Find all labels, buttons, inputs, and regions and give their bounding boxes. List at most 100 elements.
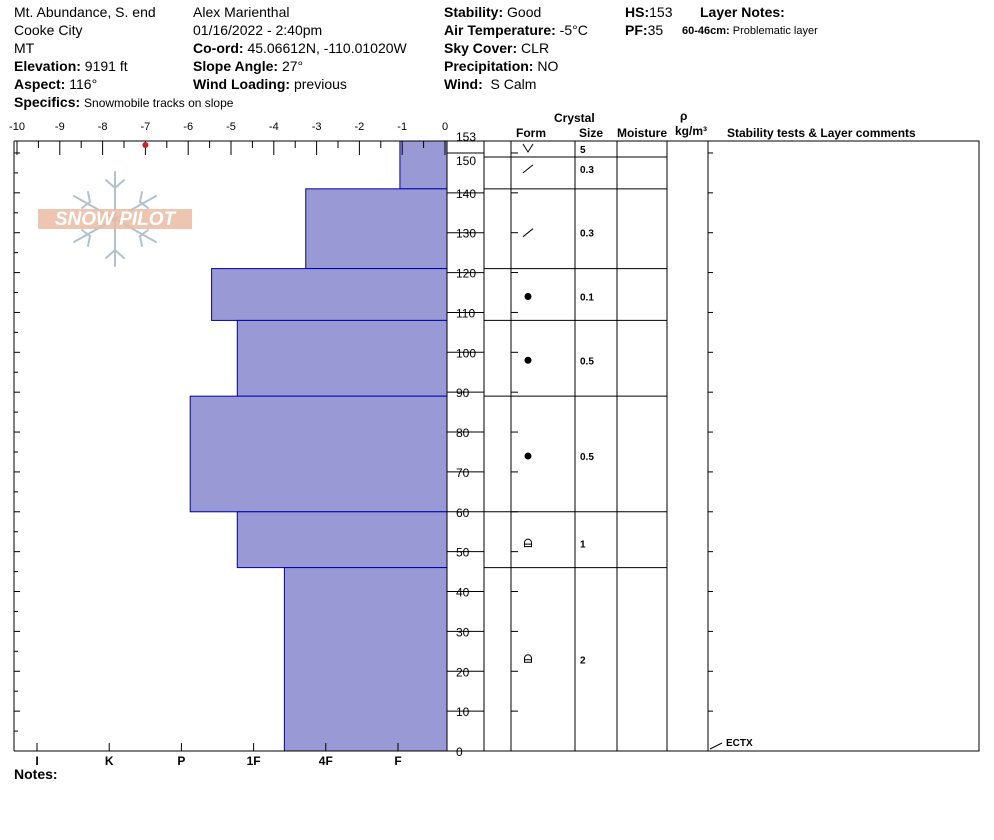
height-tick-label: 100 (456, 346, 476, 360)
aspect: Aspect: 116° (14, 76, 97, 92)
height-tick-label: 140 (456, 187, 476, 201)
hardness-tick-label: F (394, 754, 401, 768)
crystal-size: 0.3 (580, 229, 594, 240)
hardness-tick-label: 1F (247, 754, 261, 768)
depth-hoar-icon (524, 538, 532, 548)
precip-label: Precipitation: (444, 58, 534, 74)
hardness-bar (236, 319, 448, 397)
sky-value: CLR (521, 40, 550, 56)
height-tick-label: 110 (456, 306, 475, 320)
stability-label: Stability: (444, 4, 504, 20)
height-tick-label: 0 (456, 745, 463, 759)
hs: HS:153 (625, 4, 672, 20)
size-header: Size (579, 126, 604, 140)
elevation: Elevation: 9191 ft (14, 58, 128, 74)
height-tick-label: 40 (456, 586, 470, 600)
temperature-tick-label: -2 (355, 121, 365, 133)
hs-value: 153 (649, 4, 673, 20)
wind-loading-value: previous (293, 76, 347, 92)
decomposing-icon (522, 164, 534, 174)
temperature-tick-label: -7 (141, 121, 151, 133)
depth-hoar-icon (524, 654, 532, 663)
air-temp-label: Air Temperature: (444, 22, 556, 38)
hardness-bar (189, 395, 448, 513)
stability-value: Good (507, 4, 542, 20)
location: Mt. Abundance, S. end (14, 4, 156, 20)
coord-value: 45.06612N, -110.01020W (247, 40, 407, 56)
temperature-tick-label: -8 (98, 121, 108, 133)
height-tick-label: 153 (456, 130, 476, 144)
crystal-header: Crystal (554, 111, 595, 125)
logo-text: SNOW PILOT (55, 209, 177, 230)
height-tick-label: 120 (456, 267, 476, 281)
precipitation: Precipitation: NO (444, 58, 558, 74)
table-frame (483, 140, 980, 752)
precip-value: NO (537, 58, 559, 74)
slope-angle: Slope Angle: 27° (193, 58, 303, 74)
crystal-size: 5 (580, 145, 586, 156)
height-tick-label: 30 (456, 625, 470, 639)
sky-cover: Sky Cover: CLR (444, 40, 549, 56)
hardness-bar (211, 268, 448, 321)
stability-test-pointer (709, 742, 723, 750)
height-tick-label: 70 (456, 466, 470, 480)
layer-table: 5 0.3 0.3 0.1 0.5 0.5 1 2 ECTX (483, 140, 980, 752)
temperature-points (142, 142, 149, 148)
temperature-tick-label: 0 (442, 121, 448, 133)
rounded-grain-icon (524, 292, 532, 300)
wind-label: Wind: (444, 76, 483, 92)
crystal-size: 0.3 (580, 165, 594, 176)
wind-loading: Wind Loading: previous (193, 76, 347, 92)
observer: Alex Marienthal (193, 4, 290, 20)
air-temperature: Air Temperature: -5°C (444, 22, 588, 38)
layer-note: 60-46cm: Problematic layer (682, 23, 818, 39)
height-tick-label: 150 (456, 154, 476, 168)
temperature-point (142, 142, 149, 148)
height-tick-label: 130 (456, 227, 476, 241)
city: Cooke City (14, 22, 83, 38)
crystal-size: 0.5 (580, 356, 594, 367)
temperature-tick-label: -9 (55, 121, 65, 133)
surface-hoar-icon (522, 143, 534, 153)
hardness-tick-label: K (105, 754, 114, 768)
specifics-label: Specifics: (14, 94, 81, 110)
aspect-value: 116° (69, 76, 98, 92)
layer-note-range: 60-46cm: (682, 25, 730, 37)
stability-test-label: ECTX (726, 738, 753, 749)
specifics-value: Snowmobile tracks on slope (84, 96, 234, 110)
snowpilot-logo: SNOW PILOT (38, 171, 192, 267)
hardness-tick-label: P (177, 754, 185, 768)
height-tick-label: 10 (456, 705, 470, 719)
height-axis: 0 10 20 30 40 50 60 70 80 90 100 110 120 130 140 150 153 (14, 130, 484, 759)
wind: Wind: S Calm (444, 76, 536, 92)
hardness-bars (189, 140, 448, 752)
coord-label: Co-ord: (193, 40, 244, 56)
slope-value: 27° (281, 58, 304, 74)
coord: Co-ord: 45.06612N, -110.01020W (193, 40, 407, 56)
form-header: Form (516, 126, 546, 140)
crystal-size: 0.5 (580, 452, 594, 463)
height-tick-label: 50 (456, 546, 470, 560)
temperature-tick-label: -6 (183, 121, 193, 133)
crystal-size: 0.1 (580, 292, 594, 303)
moisture-header: Moisture (617, 126, 668, 140)
hardness-bar (283, 567, 448, 752)
hardness-tick-label: I (35, 754, 38, 768)
pf-label: PF: (625, 22, 648, 38)
crystal-size: 2 (580, 655, 586, 666)
temperature-tick-label: -3 (312, 121, 322, 133)
hardness-axis: I K P 1F 4F F (35, 743, 402, 768)
temperature-tick-label: -5 (226, 121, 236, 133)
hardness-tick-label: 4F (319, 754, 333, 768)
air-temp-value: -5°C (559, 22, 588, 38)
decomposing-icon (522, 228, 534, 238)
temperature-tick-label: -1 (397, 121, 407, 133)
layer-notes-label: Layer Notes: (700, 4, 785, 20)
layer-note-text: Problematic layer (732, 25, 818, 37)
height-tick-label: 90 (456, 386, 470, 400)
logo-band (38, 209, 192, 229)
elevation-label: Elevation: (14, 58, 81, 74)
rounded-grain-icon (524, 452, 532, 460)
hardness-bar (236, 511, 448, 569)
